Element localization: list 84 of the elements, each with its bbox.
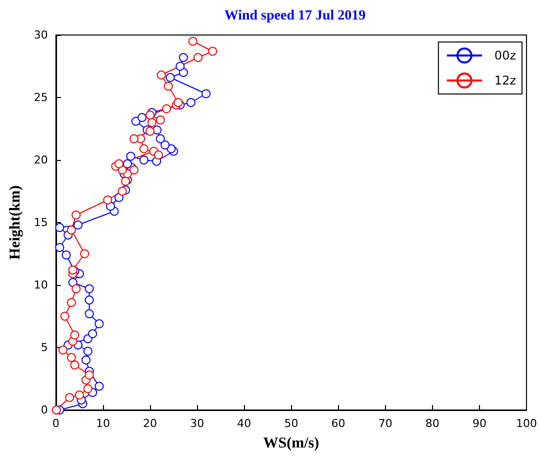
point [186, 98, 196, 107]
point [166, 73, 175, 82]
point [68, 278, 78, 287]
point [146, 110, 155, 120]
x-tick-label: 70 [378, 417, 392, 430]
point [83, 384, 92, 394]
point [70, 330, 80, 340]
point [55, 223, 64, 232]
point [94, 319, 104, 328]
point [164, 82, 173, 91]
x-tick-label: 90 [472, 417, 486, 430]
x-axis-title: WS(m/s) [263, 436, 320, 452]
point [139, 144, 148, 154]
point [178, 68, 188, 77]
x-tick-label: 10 [96, 417, 110, 430]
x-tick-label: 80 [425, 417, 440, 430]
point [202, 89, 211, 98]
point [55, 243, 64, 252]
point [147, 118, 156, 127]
point [103, 196, 112, 204]
point [72, 210, 81, 220]
point [66, 298, 76, 307]
y-tick-label: 10 [34, 278, 48, 292]
point [74, 390, 84, 400]
point [152, 126, 162, 134]
point [52, 406, 61, 414]
point [72, 284, 81, 294]
point [160, 140, 170, 150]
point [162, 104, 171, 114]
chart-title: Wind speed 17 Jul 2019 [224, 8, 366, 24]
legend-label: 00z [494, 48, 516, 62]
point [70, 360, 80, 370]
point [82, 356, 91, 364]
x-tick-label: 0 [52, 417, 60, 430]
point [60, 312, 70, 321]
point [84, 309, 94, 318]
point [88, 329, 98, 338]
point [156, 134, 165, 144]
point [58, 346, 68, 354]
x-tick-label: 60 [331, 417, 346, 430]
point [131, 116, 140, 126]
point [94, 382, 104, 391]
point [80, 249, 90, 258]
point [156, 116, 165, 124]
point [65, 393, 74, 402]
point [146, 126, 155, 136]
point [114, 193, 124, 202]
point [122, 159, 132, 168]
legend-label: 12z [494, 74, 516, 88]
point [66, 353, 76, 362]
y-tick-label: 20 [34, 154, 48, 166]
point [83, 346, 92, 356]
point [208, 46, 218, 56]
point [84, 296, 94, 304]
point [188, 36, 198, 46]
point [174, 98, 183, 107]
point [176, 62, 185, 71]
point [126, 152, 136, 161]
point [118, 186, 127, 196]
y-axis-title: Height(km) [8, 185, 24, 260]
point [62, 250, 71, 260]
y-tick-label: 15 [34, 216, 48, 229]
point [114, 159, 124, 168]
point [130, 166, 139, 174]
y-tick-label: 0 [40, 404, 48, 416]
x-tick-label: 40 [237, 417, 252, 430]
point [154, 150, 163, 160]
x-tick-label: 50 [284, 417, 298, 430]
point [178, 53, 188, 62]
point [74, 220, 83, 230]
point [66, 226, 76, 234]
x-tick-label: 20 [143, 417, 158, 430]
point [84, 284, 94, 294]
point [130, 134, 139, 144]
x-tick-label: 100 [516, 417, 537, 430]
point [84, 370, 94, 380]
x-tick-label: 30 [190, 417, 204, 430]
point [138, 113, 147, 122]
point [139, 156, 148, 164]
y-tick-label: 25 [34, 91, 48, 104]
y-tick-label: 5 [40, 341, 48, 354]
point [156, 70, 166, 80]
y-tick-label: 30 [34, 28, 48, 42]
point [194, 53, 203, 62]
